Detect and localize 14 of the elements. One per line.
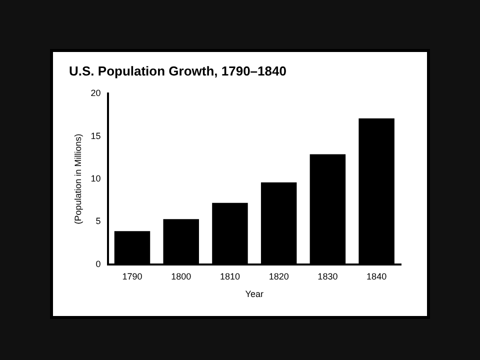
chart-title: U.S. Population Growth, 1790–1840: [69, 63, 286, 78]
y-axis-title: (Population in Millions): [72, 134, 83, 224]
y-tick-label: 15: [90, 130, 101, 141]
y-tick-label: 20: [90, 88, 101, 98]
x-tick-label: 1810: [220, 271, 240, 282]
y-tick-label: 0: [96, 258, 101, 269]
x-axis-title: Year: [245, 289, 264, 300]
x-tick-label: 1790: [122, 271, 142, 282]
y-tick-label: 5: [96, 216, 101, 226]
y-tick-label: 10: [90, 173, 101, 184]
x-tick-label: 1820: [268, 271, 289, 282]
x-tick-label: 1830: [318, 271, 338, 282]
x-tick-label: 1840: [366, 271, 387, 282]
x-tick-label: 1800: [171, 271, 192, 282]
